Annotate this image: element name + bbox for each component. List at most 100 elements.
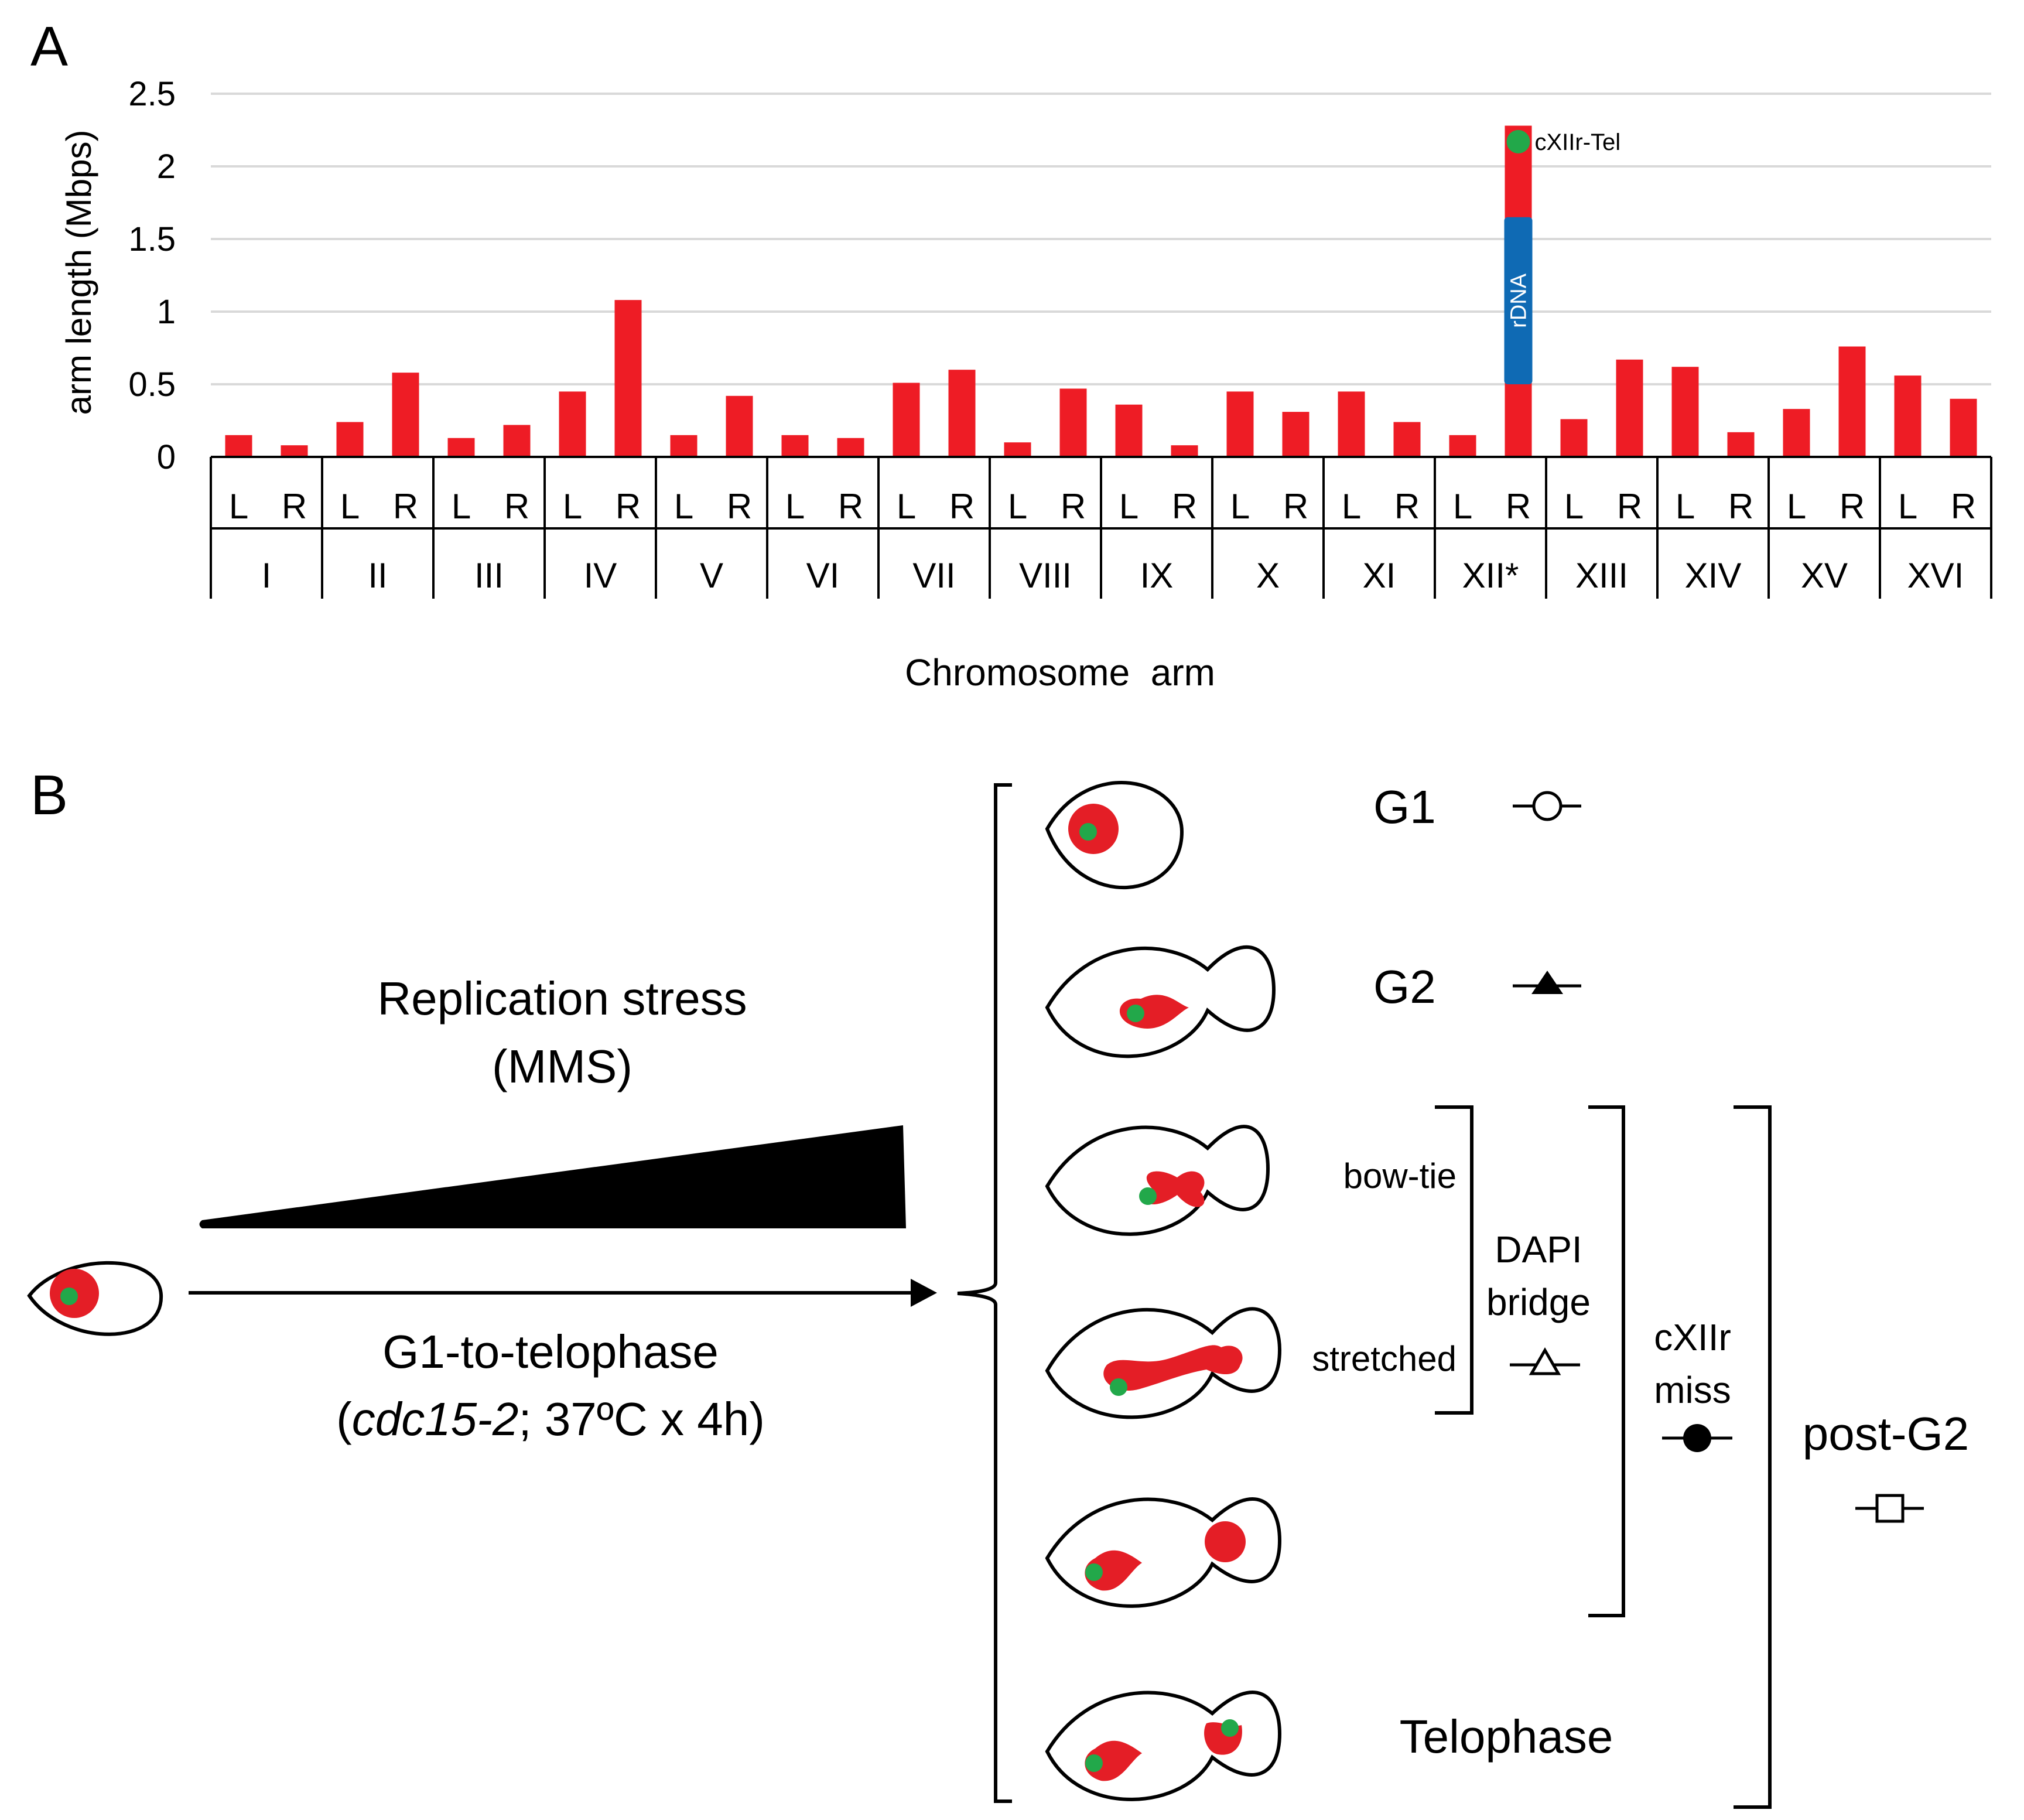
- bow-tie-cell: [1045, 1125, 1270, 1236]
- chromosome-label: VIII: [1019, 556, 1072, 595]
- bar-XIII-R: [1616, 359, 1643, 457]
- bar-VI-L: [781, 435, 809, 457]
- y-tick-label: 0.5: [128, 366, 176, 404]
- miss-label: miss: [1654, 1369, 1731, 1411]
- cxiir-marker: [1127, 1005, 1144, 1022]
- chromosome-label: X: [1256, 556, 1280, 595]
- nucleus: [1085, 1740, 1142, 1781]
- arm-label-L: L: [1898, 487, 1917, 526]
- y-tick-label: 1: [157, 293, 176, 331]
- cxiir-tel-label: cXIIr-Tel: [1535, 129, 1621, 155]
- arm-label-R: R: [616, 487, 641, 526]
- arm-label-R: R: [1061, 487, 1086, 526]
- g1-to-telophase-label: G1-to-telophase: [382, 1326, 719, 1378]
- bar-VIII-L: [1004, 442, 1031, 457]
- cxiir-marker: [60, 1288, 78, 1305]
- bar-VII-L: [893, 383, 920, 457]
- chromosome-label: VI: [806, 556, 840, 595]
- chromosome-label: V: [700, 556, 723, 595]
- arm-label-R: R: [949, 487, 975, 526]
- arm-label-R: R: [1951, 487, 1976, 526]
- chart-gridlines: [211, 93, 1991, 385]
- y-tick-labels: 0 0.5 1 1.5 2 2.5: [128, 75, 176, 476]
- bar-II-R: [392, 373, 419, 457]
- chromosome-label: VII: [912, 556, 955, 595]
- bar-I-R: [281, 445, 308, 457]
- chromosome-label: IV: [584, 556, 617, 595]
- chromosome-label: I: [262, 556, 272, 595]
- bar-III-L: [447, 438, 475, 457]
- g2-label: G2: [1373, 961, 1436, 1013]
- bar-IX-R: [1171, 445, 1198, 457]
- nucleus: [1146, 1171, 1205, 1207]
- post-g2-open-square-symbol-icon: [1855, 1494, 1924, 1523]
- bar-X-R: [1282, 412, 1310, 457]
- y-tick-label: 2: [157, 148, 176, 186]
- replication-stress-label: Replication stress: [377, 972, 747, 1025]
- arm-label-L: L: [229, 487, 248, 526]
- bar-V-R: [726, 395, 753, 457]
- telophase-label: Telophase: [1400, 1710, 1613, 1763]
- nucleus: [1085, 1550, 1142, 1591]
- bar-III-R: [503, 425, 531, 457]
- arm-label-R: R: [1394, 487, 1420, 526]
- dapi-bridge-bracket: [1435, 1105, 1473, 1415]
- arm-label-L: L: [897, 487, 916, 526]
- chromosome-label: XIII: [1575, 556, 1628, 595]
- g2-cell: [1045, 945, 1276, 1058]
- arrowhead-icon: [911, 1279, 937, 1307]
- cxiir-marker: [1139, 1187, 1157, 1205]
- arm-label-L: L: [1564, 487, 1584, 526]
- bar-IX-L: [1115, 404, 1143, 457]
- arm-label-R: R: [282, 487, 307, 526]
- arm-label-L: L: [563, 487, 582, 526]
- bar-I-L: [225, 435, 252, 457]
- arm-label-R: R: [504, 487, 529, 526]
- cxiir-marker: [1221, 1719, 1239, 1737]
- bar-XIV-L: [1671, 367, 1699, 457]
- arm-label-L: L: [1008, 487, 1027, 526]
- cell-types-bracket: [957, 783, 1012, 1803]
- arm-label-L: L: [1787, 487, 1806, 526]
- arm-label-R: R: [1840, 487, 1865, 526]
- arrest-condition-label: (cdc15-2; 37ºC x 4h): [336, 1393, 765, 1445]
- bow-tie-label: bow-tie: [1343, 1156, 1457, 1196]
- bar-XIV-R: [1727, 432, 1755, 457]
- chromosome-label: XIV: [1685, 556, 1742, 595]
- bar-II-L: [336, 422, 364, 457]
- bar-IV-L: [559, 391, 586, 457]
- bar-XII-L: [1449, 435, 1476, 457]
- bar-IV-R: [614, 300, 642, 457]
- bridge-label: bridge: [1486, 1281, 1591, 1323]
- arm-label-R: R: [1617, 487, 1642, 526]
- g1-label: G1: [1373, 781, 1436, 833]
- post-g2-bracket: [1734, 1105, 1772, 1809]
- dapi-bridge-open-triangle-symbol-icon: [1510, 1347, 1580, 1375]
- telophase-cell: [1045, 1691, 1282, 1801]
- bar-XI-R: [1393, 422, 1421, 457]
- stretched-cell: [1045, 1307, 1282, 1419]
- g1-open-circle-symbol-icon: [1513, 791, 1581, 821]
- rdna-segment: [1504, 217, 1533, 384]
- g1-cell: [1045, 781, 1184, 889]
- arm-label-L: L: [452, 487, 471, 526]
- stretched-label: stretched: [1312, 1339, 1457, 1378]
- g2-filled-triangle-symbol-icon: [1513, 971, 1581, 994]
- chromosome-label: XII*: [1462, 556, 1519, 595]
- arm-label-L: L: [674, 487, 693, 526]
- cxiir-marker: [1085, 1754, 1103, 1772]
- arm-label-R: R: [1283, 487, 1308, 526]
- mms-label: (MMS): [492, 1040, 632, 1092]
- chromosome-label: XI: [1363, 556, 1396, 595]
- y-axis-label: arm length (Mbps): [59, 130, 98, 415]
- bar-X-L: [1226, 391, 1254, 457]
- cxiir-marker: [1079, 823, 1097, 841]
- arm-label-L: L: [1119, 487, 1138, 526]
- dapi-label: DAPI: [1495, 1228, 1582, 1271]
- bar-VI-R: [837, 438, 864, 457]
- chromosome-label: II: [368, 556, 387, 595]
- arm-label-L: L: [785, 487, 805, 526]
- nucleus: [1103, 1345, 1243, 1391]
- bar-VII-R: [948, 370, 976, 457]
